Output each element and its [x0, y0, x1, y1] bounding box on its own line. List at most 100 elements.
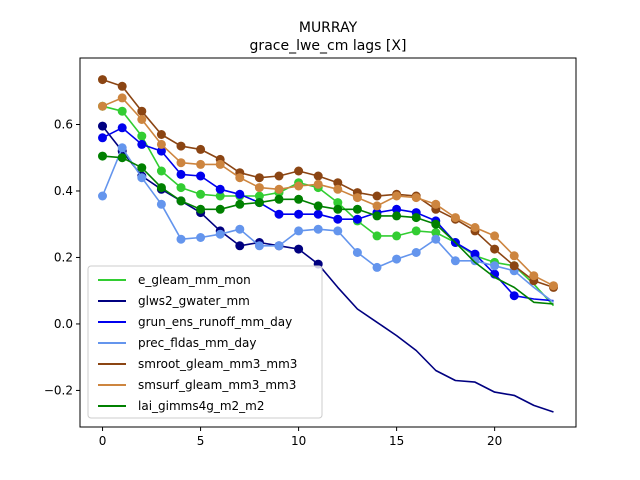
- data-point: [274, 241, 284, 251]
- data-point: [274, 184, 284, 194]
- data-point: [333, 226, 343, 236]
- data-point: [254, 241, 264, 251]
- series-smroot_gleam_mm3_mm3: [98, 75, 558, 292]
- data-point: [313, 201, 323, 211]
- data-point: [235, 241, 245, 251]
- x-tick-label: 5: [197, 434, 205, 448]
- data-point: [392, 254, 402, 264]
- data-point: [156, 199, 166, 209]
- data-point: [372, 262, 382, 272]
- data-point: [254, 191, 264, 201]
- data-point: [490, 244, 500, 254]
- legend: e_gleam_mm_mon glws2_gwater_mm grun_ens_ru…: [87, 265, 323, 419]
- y-tick-label: 0.2: [54, 250, 73, 264]
- y-axis: −0.2 0.0 0.2 0.4 0.6: [44, 117, 80, 397]
- data-point: [392, 204, 402, 214]
- data-point: [98, 191, 107, 201]
- data-point: [313, 209, 323, 219]
- data-point: [333, 198, 343, 208]
- legend-item-e_gleam_mm_mon: e_gleam_mm_mon: [98, 273, 251, 287]
- data-point: [470, 249, 480, 259]
- plot-area: [98, 75, 558, 413]
- data-point: [392, 191, 402, 201]
- data-point: [274, 194, 284, 204]
- data-point: [254, 198, 264, 208]
- data-point: [294, 166, 304, 176]
- x-tick-label: 10: [291, 434, 306, 448]
- series-smsurf_gleam_mm3_mm3: [98, 93, 558, 291]
- data-point: [137, 163, 147, 173]
- data-point: [215, 204, 225, 214]
- data-point: [176, 183, 186, 193]
- data-point: [176, 141, 186, 151]
- legend-item-grun_ens_runoff_mm_day: grun_ens_runoff_mm_day: [98, 315, 292, 329]
- data-point: [411, 213, 421, 223]
- data-point: [196, 144, 206, 154]
- data-point: [176, 196, 186, 206]
- data-point: [196, 159, 206, 169]
- data-point: [254, 173, 264, 183]
- legend-box: [87, 265, 323, 419]
- data-point: [215, 229, 225, 239]
- data-point: [450, 213, 460, 223]
- data-point: [176, 158, 186, 168]
- data-point: [549, 281, 558, 291]
- data-point: [392, 211, 402, 221]
- y-tick-label: 0.4: [54, 184, 73, 198]
- data-point: [196, 189, 206, 199]
- series-line-grun_ens_runoff_mm_day: [102, 127, 554, 302]
- data-point: [333, 184, 343, 194]
- data-point: [509, 291, 519, 301]
- data-point: [156, 130, 166, 139]
- legend-label: e_gleam_mm_mon: [138, 273, 251, 287]
- data-point: [372, 231, 382, 241]
- data-point: [274, 209, 284, 219]
- legend-item-smroot_gleam_mm3_mm3: smroot_gleam_mm3_mm3: [98, 357, 297, 371]
- legend-label: smsurf_gleam_mm3_mm3: [138, 378, 296, 392]
- data-point: [117, 123, 127, 133]
- data-point: [196, 204, 206, 214]
- data-point: [137, 115, 147, 124]
- y-tick-label: 0.6: [54, 117, 73, 131]
- data-point: [98, 75, 107, 85]
- legend-item-lai_gimms4g_m2_m2: lai_gimms4g_m2_m2: [98, 399, 265, 413]
- data-point: [235, 224, 245, 234]
- data-point: [294, 244, 304, 254]
- series-lai_gimms4g_m2_m2: [98, 151, 554, 305]
- data-point: [352, 193, 362, 203]
- y-tick-label: 0.0: [54, 317, 73, 331]
- data-point: [431, 199, 441, 209]
- data-point: [235, 189, 245, 199]
- data-point: [156, 139, 166, 149]
- data-point: [450, 256, 460, 266]
- legend-item-smsurf_gleam_mm3_mm3: smsurf_gleam_mm3_mm3: [98, 378, 296, 392]
- data-point: [333, 204, 343, 214]
- data-point: [137, 106, 147, 116]
- legend-label: prec_fldas_mm_day: [138, 336, 257, 350]
- data-point: [274, 171, 284, 181]
- data-point: [254, 183, 264, 193]
- data-point: [470, 256, 480, 266]
- data-point: [333, 214, 343, 224]
- data-point: [156, 146, 166, 156]
- data-point: [313, 179, 323, 189]
- x-axis: 0 5 10 15 20: [99, 427, 502, 448]
- data-point: [352, 204, 362, 214]
- data-point: [490, 231, 500, 241]
- data-point: [313, 171, 323, 181]
- series-line-smsurf_gleam_mm3_mm3: [102, 97, 554, 287]
- legend-label: smroot_gleam_mm3_mm3: [138, 357, 297, 371]
- legend-label: glws2_gwater_mm: [138, 294, 250, 308]
- data-point: [98, 121, 107, 131]
- data-point: [490, 261, 500, 271]
- data-point: [372, 201, 382, 211]
- legend-label: lai_gimms4g_m2_m2: [138, 399, 265, 413]
- data-point: [98, 101, 107, 111]
- data-point: [392, 231, 402, 241]
- data-point: [372, 211, 382, 221]
- chart-title: MURRAY: [299, 20, 358, 36]
- x-tick-label: 0: [99, 434, 107, 448]
- data-point: [352, 248, 362, 257]
- data-point: [411, 193, 421, 203]
